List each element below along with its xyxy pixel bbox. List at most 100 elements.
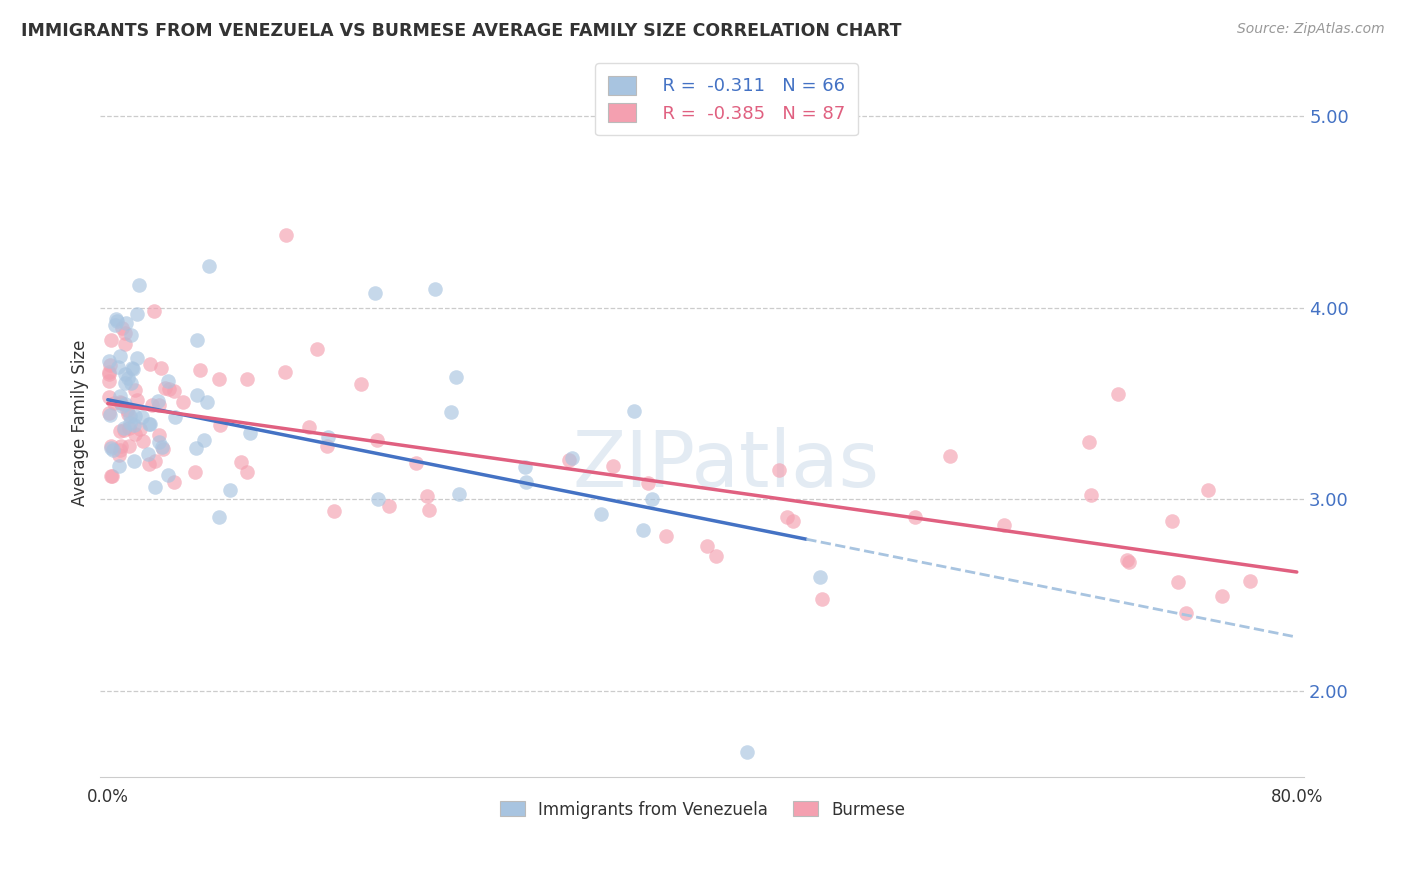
Text: IMMIGRANTS FROM VENEZUELA VS BURMESE AVERAGE FAMILY SIZE CORRELATION CHART: IMMIGRANTS FROM VENEZUELA VS BURMESE AVE… [21, 22, 901, 40]
Point [136, 447, 159, 461]
Point [122, 418, 145, 433]
Point [108, 349, 131, 363]
Point [654, 529, 676, 543]
Point [98, 406, 121, 420]
Point [1077, 434, 1099, 449]
Point [219, 483, 242, 498]
Point [105, 314, 128, 328]
Point [444, 370, 467, 384]
Point [145, 453, 167, 467]
Point [120, 416, 142, 430]
Text: ZIPatlas: ZIPatlas [572, 427, 880, 503]
Point [364, 285, 387, 300]
Point [696, 539, 718, 553]
Point [195, 394, 218, 409]
Point [184, 441, 207, 455]
Point [114, 367, 136, 381]
Point [121, 362, 143, 376]
Point [98, 375, 121, 389]
Point [101, 443, 124, 458]
Point [637, 475, 659, 490]
Point [276, 228, 298, 243]
Point [104, 318, 127, 332]
Point [1167, 574, 1189, 589]
Point [735, 745, 758, 759]
Point [418, 503, 440, 517]
Point [1197, 483, 1219, 497]
Point [98, 366, 121, 380]
Point [114, 336, 136, 351]
Point [186, 334, 208, 348]
Point [100, 441, 122, 455]
Point [172, 395, 194, 409]
Point [111, 399, 134, 413]
Point [198, 259, 221, 273]
Point [1160, 514, 1182, 528]
Point [1211, 589, 1233, 603]
Point [132, 434, 155, 449]
Point [117, 370, 139, 384]
Point [323, 504, 346, 518]
Point [148, 398, 170, 412]
Point [101, 468, 124, 483]
Point [146, 394, 169, 409]
Point [561, 451, 583, 466]
Point [163, 384, 186, 398]
Point [149, 361, 172, 376]
Point [810, 570, 832, 584]
Point [117, 420, 139, 434]
Point [782, 514, 804, 528]
Point [186, 388, 208, 402]
Point [405, 456, 427, 470]
Point [114, 316, 136, 330]
Text: Source: ZipAtlas.com: Source: ZipAtlas.com [1237, 22, 1385, 37]
Point [112, 421, 135, 435]
Point [110, 443, 132, 458]
Point [128, 277, 150, 292]
Point [142, 303, 165, 318]
Point [904, 510, 927, 524]
Point [141, 398, 163, 412]
Point [1118, 555, 1140, 569]
Point [1080, 488, 1102, 502]
Point [122, 454, 145, 468]
Point [811, 591, 834, 606]
Point [939, 449, 962, 463]
Point [114, 326, 136, 341]
Point [148, 434, 170, 449]
Point [589, 507, 612, 521]
Point [107, 448, 129, 462]
Point [143, 479, 166, 493]
Point [776, 510, 799, 524]
Point [188, 363, 211, 377]
Point [378, 499, 401, 513]
Point [193, 433, 215, 447]
Point [138, 357, 160, 371]
Point [447, 487, 470, 501]
Point [163, 475, 186, 490]
Point [273, 365, 295, 379]
Point [153, 381, 176, 395]
Point [150, 440, 173, 454]
Point [515, 475, 537, 489]
Point [118, 439, 141, 453]
Point [139, 417, 162, 432]
Point [298, 420, 321, 434]
Point [108, 458, 131, 473]
Point [103, 396, 125, 410]
Point [120, 376, 142, 391]
Point [1239, 574, 1261, 589]
Point [112, 423, 135, 437]
Point [98, 368, 121, 382]
Legend: Immigrants from Venezuela, Burmese: Immigrants from Venezuela, Burmese [494, 794, 911, 825]
Point [110, 389, 132, 403]
Point [114, 376, 136, 390]
Y-axis label: Average Family Size: Average Family Size [72, 340, 89, 506]
Point [768, 463, 790, 477]
Point [235, 465, 257, 479]
Point [138, 458, 160, 472]
Point [125, 307, 148, 321]
Point [229, 455, 252, 469]
Point [641, 491, 664, 506]
Point [157, 468, 180, 483]
